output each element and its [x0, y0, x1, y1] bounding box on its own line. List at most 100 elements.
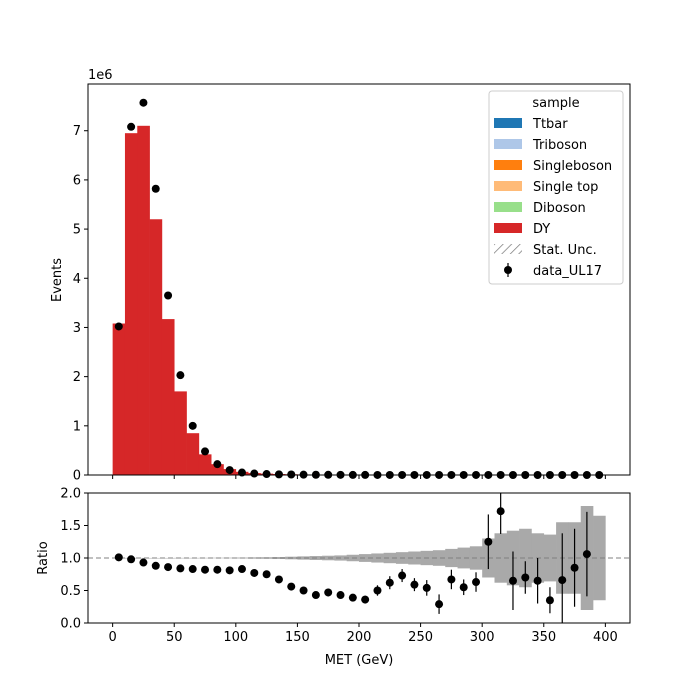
ratio-y-tick-label-0: 0.0: [60, 617, 81, 632]
data-point-12: [262, 470, 271, 479]
legend-swatch-4: [494, 202, 522, 212]
ratio-point-9: [225, 566, 234, 575]
dy-bar-1: [124, 133, 138, 475]
ratio-point-21: [373, 586, 382, 595]
ratio-point-1: [127, 555, 136, 564]
data-point-9: [225, 466, 234, 475]
ratio-point-17: [324, 588, 333, 597]
legend-swatch-5: [494, 223, 522, 233]
main-y-tick-label-2: 2: [73, 370, 81, 385]
ratio-x-tick-label-2: 100: [223, 630, 248, 645]
legend-title: sample: [532, 96, 579, 111]
ratio-x-tick-label-3: 150: [285, 630, 310, 645]
dy-bar-8: [211, 464, 224, 475]
stat-unc-bin-33: [519, 528, 532, 588]
ratio-x-tick-label-7: 350: [531, 630, 556, 645]
main-y-axis-label: Events: [50, 258, 65, 302]
legend-label-1: Triboson: [532, 138, 587, 153]
ratio-point-26: [435, 600, 444, 609]
dy-bar-7: [198, 454, 212, 475]
dy-bar-2: [137, 125, 150, 475]
data-point-5: [176, 371, 185, 380]
ratio-point-29: [472, 578, 481, 587]
ratio-x-tick-label-6: 300: [470, 630, 495, 645]
ratio-point-5: [176, 564, 185, 573]
ratio-point-22: [385, 578, 394, 587]
stat-unc-bin-22: [383, 552, 397, 564]
legend-swatch-6: [494, 244, 522, 254]
ratio-point-37: [570, 563, 579, 572]
ratio-points: [114, 493, 591, 623]
legend-label-2: Singleboson: [533, 159, 612, 174]
data-point-8: [213, 460, 222, 469]
data-point-2: [139, 98, 148, 107]
ratio-point-18: [336, 591, 345, 600]
ratio-y-tick-label-1: 0.5: [60, 584, 81, 599]
ratio-point-35: [545, 596, 554, 605]
legend-label-7: data_UL17: [533, 264, 602, 279]
ratio-point-38: [582, 550, 591, 559]
ratio-point-31: [496, 507, 505, 516]
ratio-point-27: [447, 575, 456, 584]
data-point-1: [127, 122, 136, 131]
ratio-x-tick-label-4: 200: [347, 630, 372, 645]
stat-unc-bin-20: [359, 554, 372, 562]
ratio-point-24: [410, 580, 419, 589]
main-y-tick-label-3: 3: [73, 321, 81, 336]
ratio-point-19: [348, 593, 357, 602]
main-y-ticks: 0 1 2 3 4 5 6 7: [73, 124, 88, 484]
data-point-13: [274, 470, 283, 479]
stat-unc-bin-7: [198, 557, 212, 559]
data-point-11: [250, 469, 259, 478]
data-point-3: [151, 184, 160, 193]
ratio-point-20: [361, 595, 370, 604]
ratio-point-15: [299, 586, 308, 595]
legend-label-5: DY: [533, 222, 550, 237]
ratio-point-4: [164, 563, 173, 572]
ratio-y-tick-label-2: 1.0: [60, 552, 81, 567]
ratio-point-2: [139, 558, 148, 567]
ratio-point-34: [533, 576, 542, 585]
main-y-tick-label-0: 0: [73, 469, 81, 484]
data-point-7: [201, 447, 210, 456]
legend: sample Ttbar Triboson Singleboson Single to…: [488, 90, 624, 285]
legend-label-6: Stat. Unc.: [533, 243, 597, 258]
legend-swatch-3: [494, 181, 522, 191]
dy-bar-3: [149, 219, 163, 475]
ratio-point-13: [274, 575, 283, 584]
dy-bar-0: [112, 323, 126, 475]
ratio-point-16: [311, 591, 320, 600]
ratio-point-11: [250, 568, 259, 577]
ratio-point-30: [484, 537, 493, 546]
legend-label-0: Ttbar: [532, 117, 568, 132]
ratio-point-36: [558, 576, 567, 585]
stat-unc-bin-26: [432, 550, 446, 566]
ratio-point-3: [151, 561, 160, 570]
ratio-x-tick-label-5: 250: [408, 630, 433, 645]
main-y-tick-label-7: 7: [73, 124, 81, 139]
stat-unc-bin-28: [457, 547, 471, 569]
stat-unc-bin-2: [137, 557, 150, 559]
ratio-point-25: [422, 583, 431, 592]
ratio-point-8: [213, 565, 222, 574]
main-x-ticks: [112, 475, 606, 479]
stat-unc-bin-11: [248, 557, 261, 559]
ratio-x-ticks: 0 50 100 150 200 250 300 350 400: [108, 623, 618, 645]
ratio-x-axis-label: MET (GeV): [325, 653, 394, 668]
dy-bar-6: [186, 433, 200, 475]
ratio-point-28: [459, 583, 468, 592]
main-y-tick-label-5: 5: [73, 223, 81, 238]
data-point-0: [114, 322, 123, 331]
stat-unc-bin-13: [272, 557, 286, 559]
data-point-6: [188, 421, 197, 430]
ratio-point-23: [398, 571, 407, 580]
ratio-point-33: [521, 573, 530, 582]
stat-unc-bin-15: [297, 556, 311, 560]
legend-frame: [488, 90, 624, 285]
ratio-x-tick-label-1: 50: [166, 630, 183, 645]
legend-swatch-0: [494, 118, 522, 128]
ratio-point-32: [508, 576, 517, 585]
legend-marker-7: [504, 266, 512, 274]
ratio-y-tick-label-4: 2.0: [60, 487, 81, 502]
